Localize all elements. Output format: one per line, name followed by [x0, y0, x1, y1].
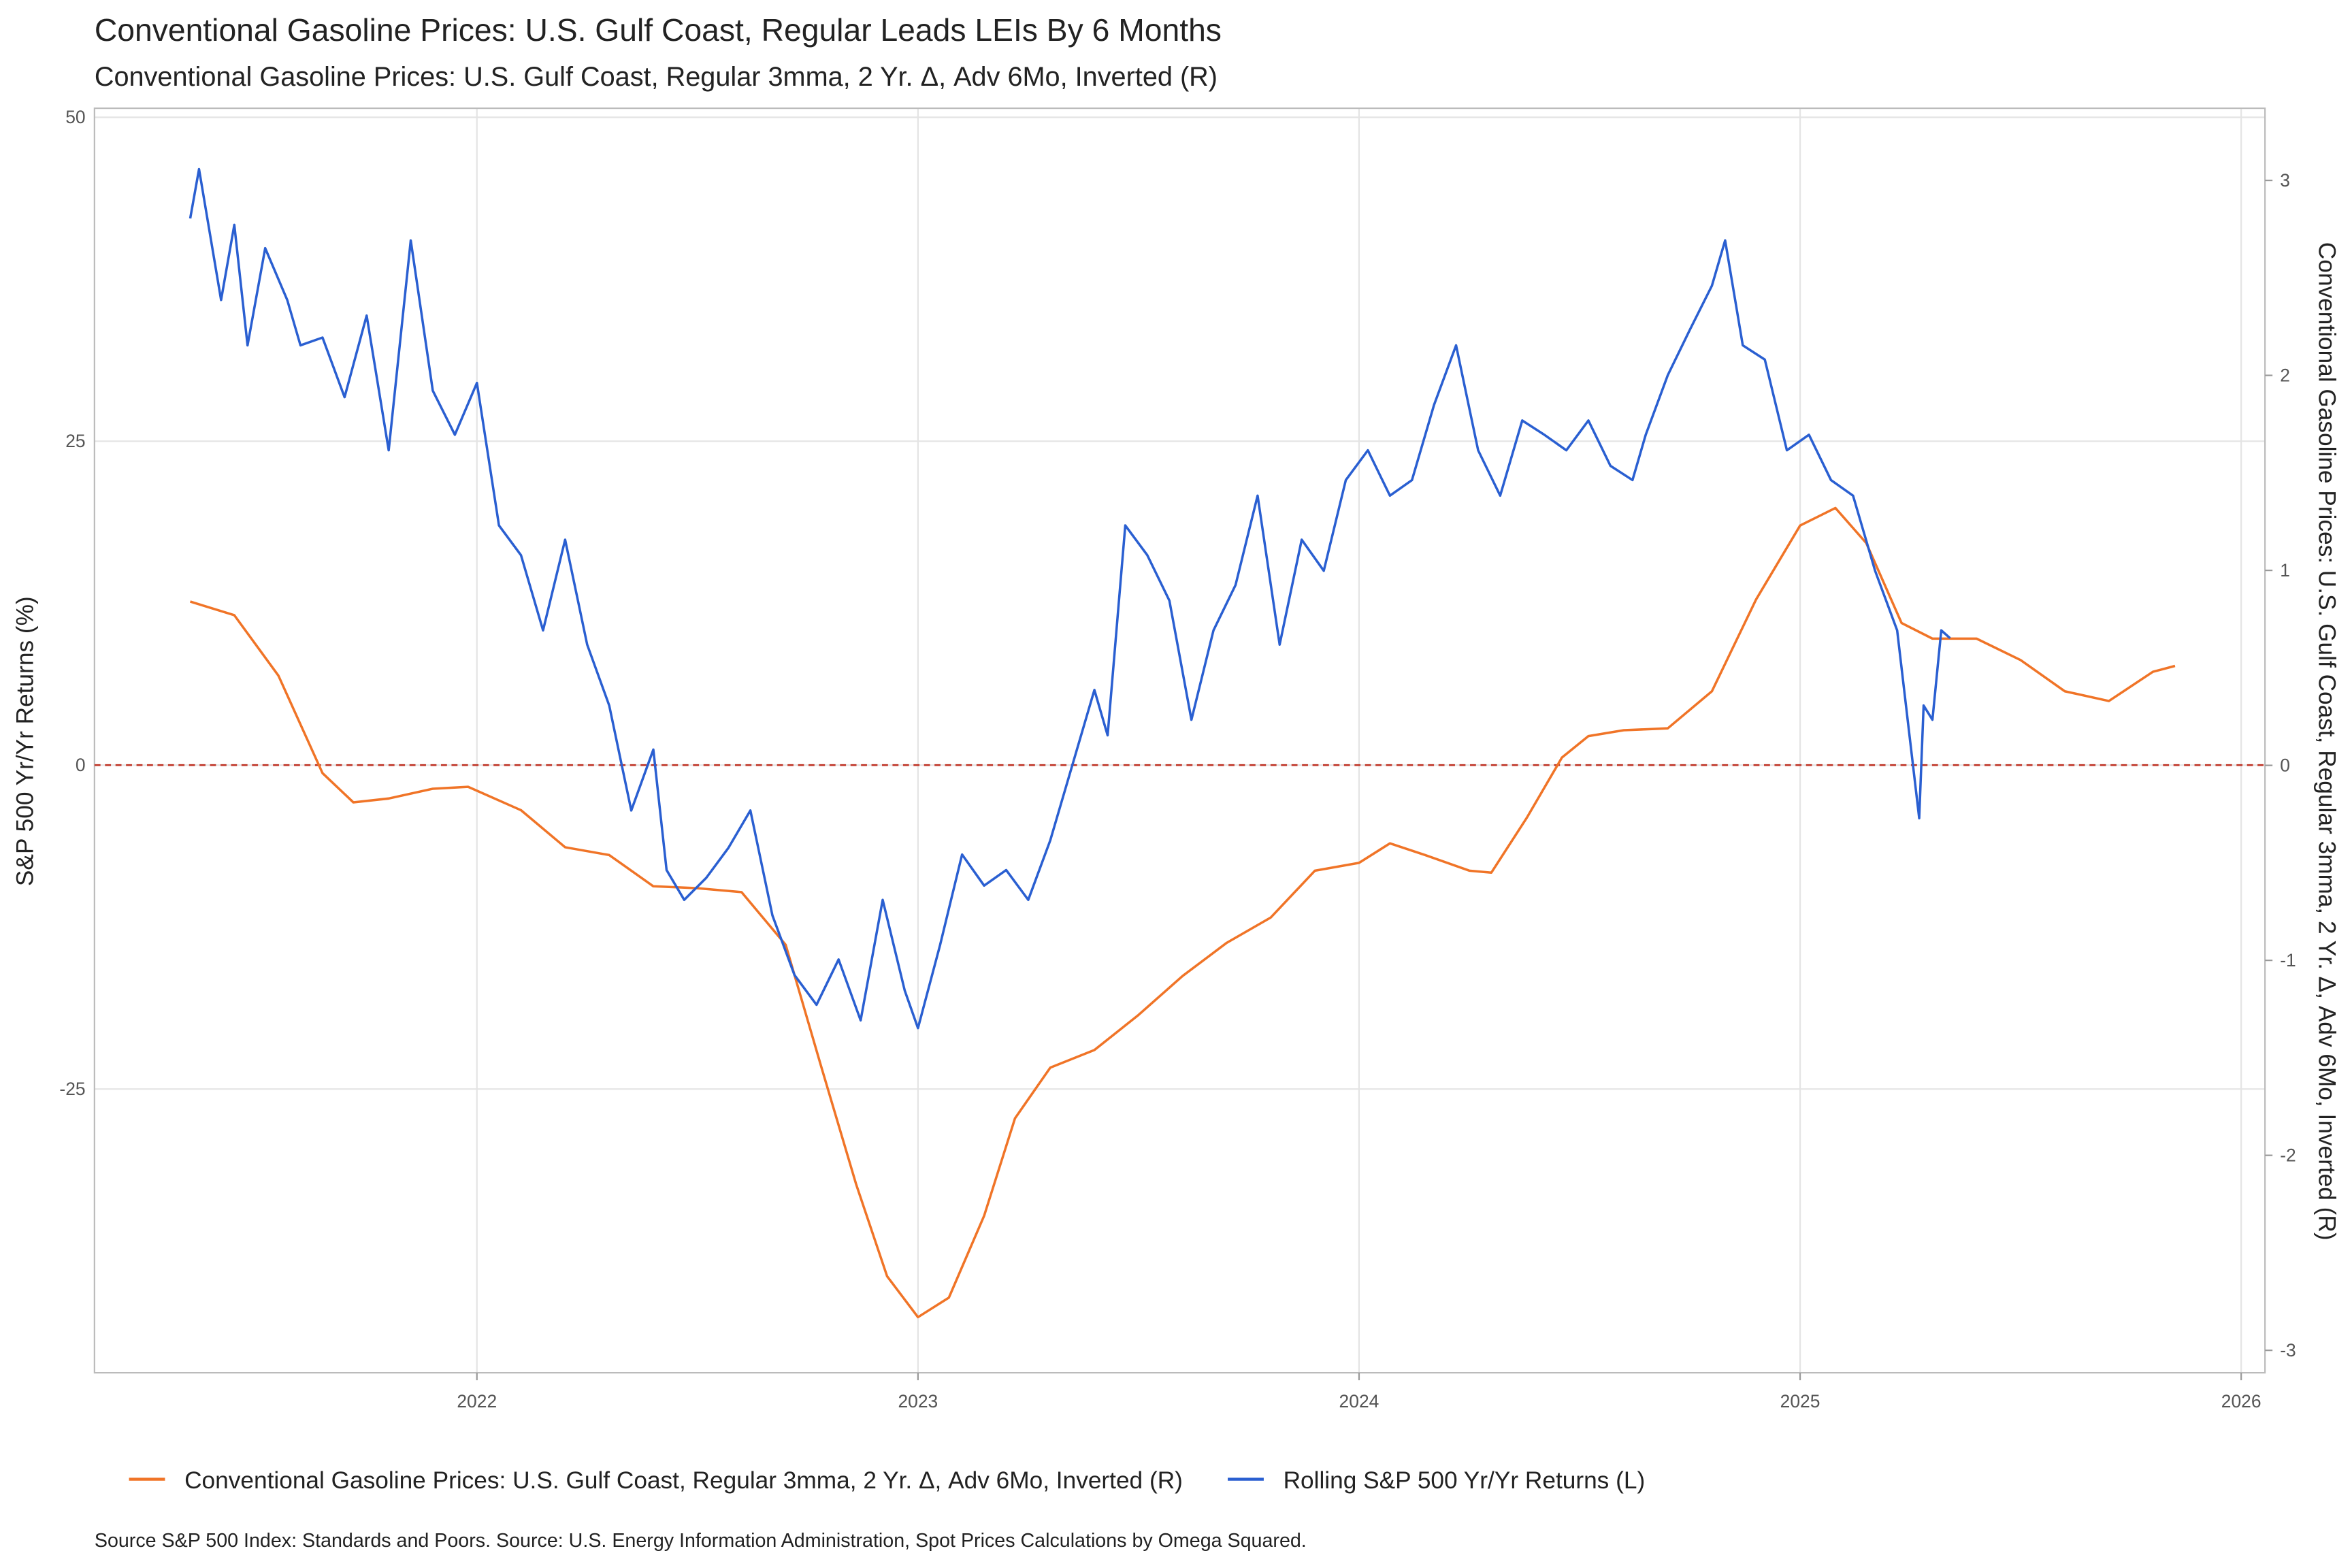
chart-subtitle: Conventional Gasoline Prices: U.S. Gulf …: [95, 62, 1218, 92]
y2-tick-label: -1: [2280, 950, 2296, 970]
y2-tick-label: -3: [2280, 1340, 2296, 1360]
y2-tick-label: 2: [2280, 365, 2290, 385]
y-tick-label: -25: [59, 1079, 85, 1099]
series-line: [189, 167, 1951, 1030]
legend-label: Conventional Gasoline Prices: U.S. Gulf …: [184, 1467, 1183, 1494]
y-tick-label: 0: [76, 755, 86, 775]
y2-tick-label: 1: [2280, 560, 2290, 581]
plot-frame: [93, 107, 2266, 1374]
x-tick-label: 2026: [2221, 1391, 2261, 1411]
y-tick-label: 25: [65, 431, 85, 451]
y2-axis-title: Conventional Gasoline Prices: U.S. Gulf …: [2314, 242, 2340, 1241]
legend-label: Rolling S&P 500 Yr/Yr Returns (L): [1284, 1467, 1646, 1494]
chart-title: Conventional Gasoline Prices: U.S. Gulf …: [95, 12, 1222, 48]
y-axis-title: S&P 500 Yr/Yr Returns (%): [12, 596, 38, 886]
series-line: [189, 506, 2176, 1319]
y-tick-label: 50: [65, 107, 85, 127]
y2-tick-label: 3: [2280, 170, 2290, 191]
y2-tick-label: 0: [2280, 755, 2290, 775]
y2-tick-label: -2: [2280, 1145, 2296, 1165]
source-note: Source S&P 500 Index: Standards and Poor…: [95, 1530, 1307, 1552]
x-tick-label: 2024: [1339, 1391, 1379, 1411]
x-tick-label: 2025: [1780, 1391, 1820, 1411]
x-tick-label: 2023: [898, 1391, 938, 1411]
x-tick-label: 2022: [457, 1391, 497, 1411]
